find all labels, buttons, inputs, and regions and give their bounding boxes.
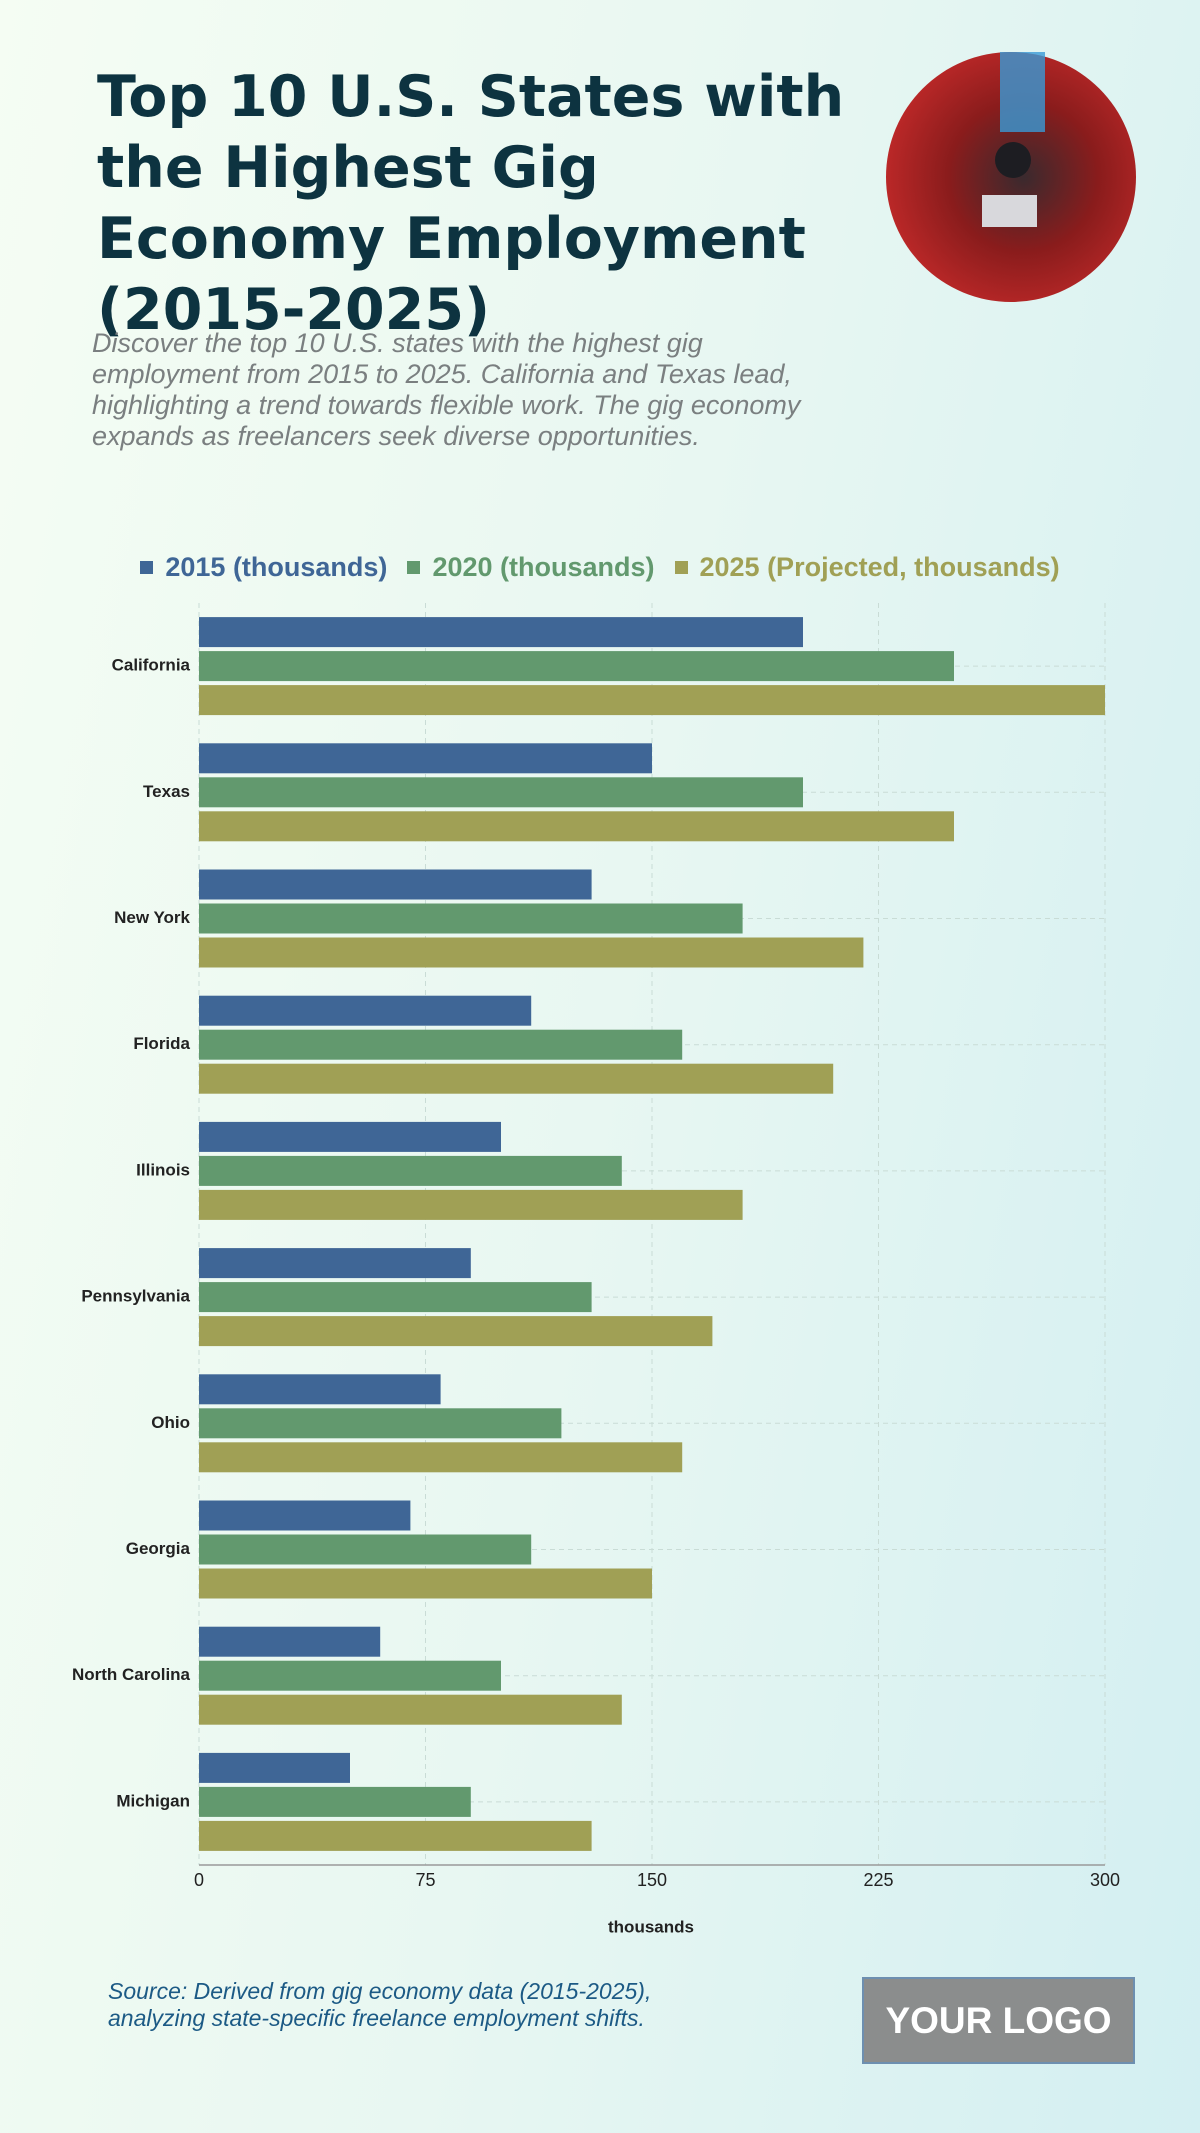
photo-window (1000, 52, 1045, 132)
y-tick-label: Florida (133, 1034, 190, 1053)
bar (199, 1752, 350, 1783)
legend-item: 2015 (thousands) (140, 552, 387, 583)
bar (199, 1063, 834, 1094)
y-tick-label: New York (114, 908, 190, 927)
legend-swatch (140, 561, 154, 574)
y-tick-label: Illinois (136, 1160, 190, 1179)
bar (199, 743, 652, 774)
subtitle: Discover the top 10 U.S. states with the… (92, 328, 801, 451)
legend-label: 2015 (thousands) (165, 552, 388, 582)
photo-laptop (982, 195, 1037, 227)
x-tick-label: 150 (637, 1870, 667, 1890)
x-tick-label: 300 (1090, 1870, 1120, 1890)
source: Source: Derived from gig economy data (2… (108, 1978, 652, 2031)
y-tick-label: Pennsylvania (81, 1287, 190, 1306)
bar (199, 1408, 562, 1439)
bar (199, 1820, 592, 1851)
bar (199, 1189, 743, 1220)
y-tick-label: California (112, 656, 191, 675)
bar (199, 811, 954, 842)
x-tick-label: 225 (863, 1870, 893, 1890)
x-axis-label: thousands (608, 1917, 694, 1936)
bar (199, 1500, 411, 1531)
bar (199, 1442, 683, 1473)
x-tick-label: 0 (194, 1870, 204, 1890)
bar (199, 1786, 471, 1817)
legend-swatch (407, 561, 421, 574)
legend-label: 2020 (thousands) (432, 552, 655, 582)
bar (199, 1660, 501, 1691)
bar (199, 1316, 713, 1347)
y-tick-label: Ohio (151, 1413, 190, 1432)
bar (199, 1282, 592, 1313)
bar (199, 1121, 501, 1152)
x-tick-label: 75 (415, 1870, 435, 1890)
legend-item: 2025 (Projected, thousands) (674, 552, 1060, 583)
bar (199, 1534, 532, 1565)
bar (199, 1568, 652, 1599)
legend-item: 2020 (thousands) (407, 552, 655, 583)
y-tick-label: Texas (143, 782, 190, 801)
bar (199, 869, 592, 900)
bar (199, 903, 743, 934)
y-tick-label: Georgia (126, 1539, 191, 1558)
bar (199, 1248, 471, 1279)
y-tick-label: North Carolina (72, 1665, 191, 1684)
photo-person (995, 142, 1031, 178)
bar (199, 685, 1105, 716)
bar (199, 1626, 381, 1657)
bar (199, 617, 803, 648)
logo: YOUR LOGO (862, 1977, 1135, 2064)
bar (199, 651, 954, 682)
title: Top 10 U.S. States with the Highest Gig … (97, 64, 845, 343)
bar (199, 1694, 622, 1725)
legend-label: 2025 (Projected, thousands) (699, 552, 1060, 582)
bar (199, 1029, 683, 1060)
bar (199, 1155, 622, 1186)
bar (199, 777, 803, 808)
legend: 2015 (thousands) 2020 (thousands) 2025 (Pr… (0, 552, 1200, 583)
y-tick-label: Michigan (116, 1791, 190, 1810)
bar (199, 1374, 441, 1405)
bar (199, 937, 864, 968)
bar (199, 995, 532, 1026)
legend-swatch (674, 561, 688, 574)
